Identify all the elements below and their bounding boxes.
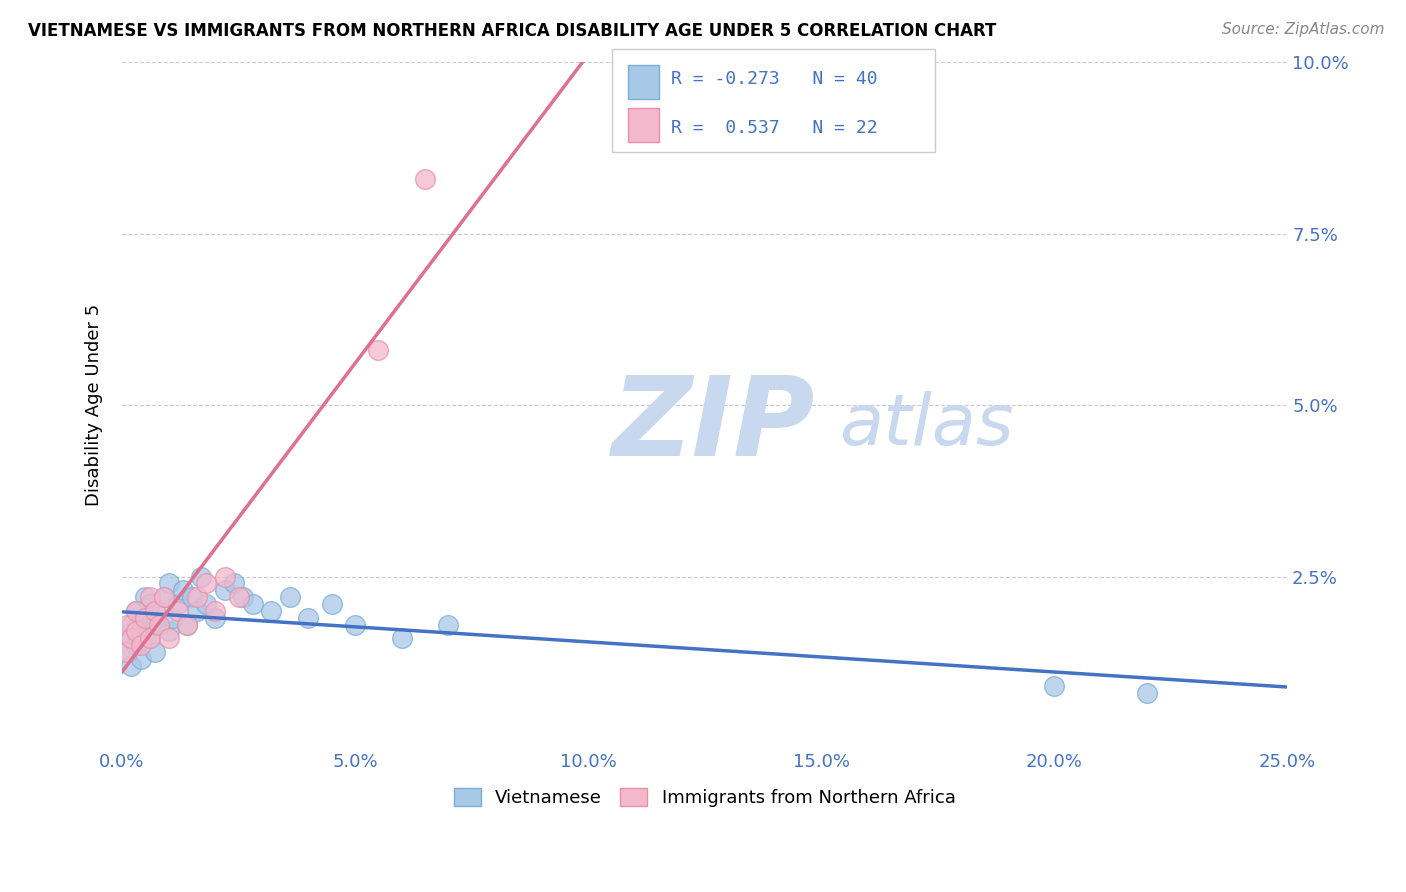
Point bbox=[437, 617, 460, 632]
Point bbox=[139, 632, 162, 646]
Point bbox=[129, 652, 152, 666]
Point bbox=[190, 569, 212, 583]
Point bbox=[321, 597, 343, 611]
Text: Source: ZipAtlas.com: Source: ZipAtlas.com bbox=[1222, 22, 1385, 37]
Point bbox=[242, 597, 264, 611]
Point bbox=[297, 611, 319, 625]
Point bbox=[125, 638, 148, 652]
Point bbox=[176, 617, 198, 632]
Point bbox=[1043, 679, 1066, 693]
Point bbox=[167, 597, 190, 611]
Point bbox=[157, 576, 180, 591]
Point bbox=[181, 590, 204, 604]
Point bbox=[391, 632, 413, 646]
Text: atlas: atlas bbox=[838, 392, 1014, 460]
Point bbox=[143, 617, 166, 632]
Text: ZIP: ZIP bbox=[612, 372, 815, 479]
Point bbox=[120, 617, 142, 632]
Legend: Vietnamese, Immigrants from Northern Africa: Vietnamese, Immigrants from Northern Afr… bbox=[447, 780, 963, 814]
Point bbox=[153, 590, 176, 604]
Point bbox=[278, 590, 301, 604]
Point bbox=[120, 632, 142, 646]
Point bbox=[157, 624, 180, 639]
Point bbox=[204, 604, 226, 618]
Point bbox=[125, 604, 148, 618]
Text: VIETNAMESE VS IMMIGRANTS FROM NORTHERN AFRICA DISABILITY AGE UNDER 5 CORRELATION: VIETNAMESE VS IMMIGRANTS FROM NORTHERN A… bbox=[28, 22, 997, 40]
Point bbox=[228, 590, 250, 604]
Point bbox=[172, 583, 194, 598]
Point bbox=[148, 617, 170, 632]
Text: R =  0.537   N = 22: R = 0.537 N = 22 bbox=[671, 120, 877, 137]
Point bbox=[260, 604, 283, 618]
Point bbox=[232, 590, 254, 604]
Point bbox=[1136, 686, 1159, 700]
Point bbox=[367, 343, 389, 358]
Point bbox=[134, 611, 156, 625]
Point bbox=[194, 597, 217, 611]
Point bbox=[167, 604, 190, 618]
Point bbox=[143, 604, 166, 618]
Point bbox=[214, 569, 236, 583]
Y-axis label: Disability Age Under 5: Disability Age Under 5 bbox=[86, 304, 103, 507]
Point bbox=[413, 171, 436, 186]
Point bbox=[186, 604, 208, 618]
Point bbox=[148, 604, 170, 618]
Point bbox=[222, 576, 245, 591]
Point bbox=[214, 583, 236, 598]
Point bbox=[115, 617, 138, 632]
Point bbox=[125, 624, 148, 639]
Point bbox=[186, 590, 208, 604]
Point bbox=[120, 658, 142, 673]
Point bbox=[162, 611, 184, 625]
Point bbox=[134, 611, 156, 625]
Point bbox=[176, 617, 198, 632]
Point bbox=[115, 632, 138, 646]
Point bbox=[153, 590, 176, 604]
Point bbox=[115, 645, 138, 659]
Point bbox=[194, 576, 217, 591]
Point bbox=[204, 611, 226, 625]
Point bbox=[157, 632, 180, 646]
Point bbox=[125, 604, 148, 618]
Point bbox=[139, 590, 162, 604]
Point bbox=[344, 617, 367, 632]
Point bbox=[143, 645, 166, 659]
Point bbox=[139, 632, 162, 646]
Point bbox=[129, 624, 152, 639]
Point bbox=[115, 645, 138, 659]
Point bbox=[134, 590, 156, 604]
Text: R = -0.273   N = 40: R = -0.273 N = 40 bbox=[671, 70, 877, 87]
Point bbox=[129, 638, 152, 652]
Point bbox=[139, 597, 162, 611]
